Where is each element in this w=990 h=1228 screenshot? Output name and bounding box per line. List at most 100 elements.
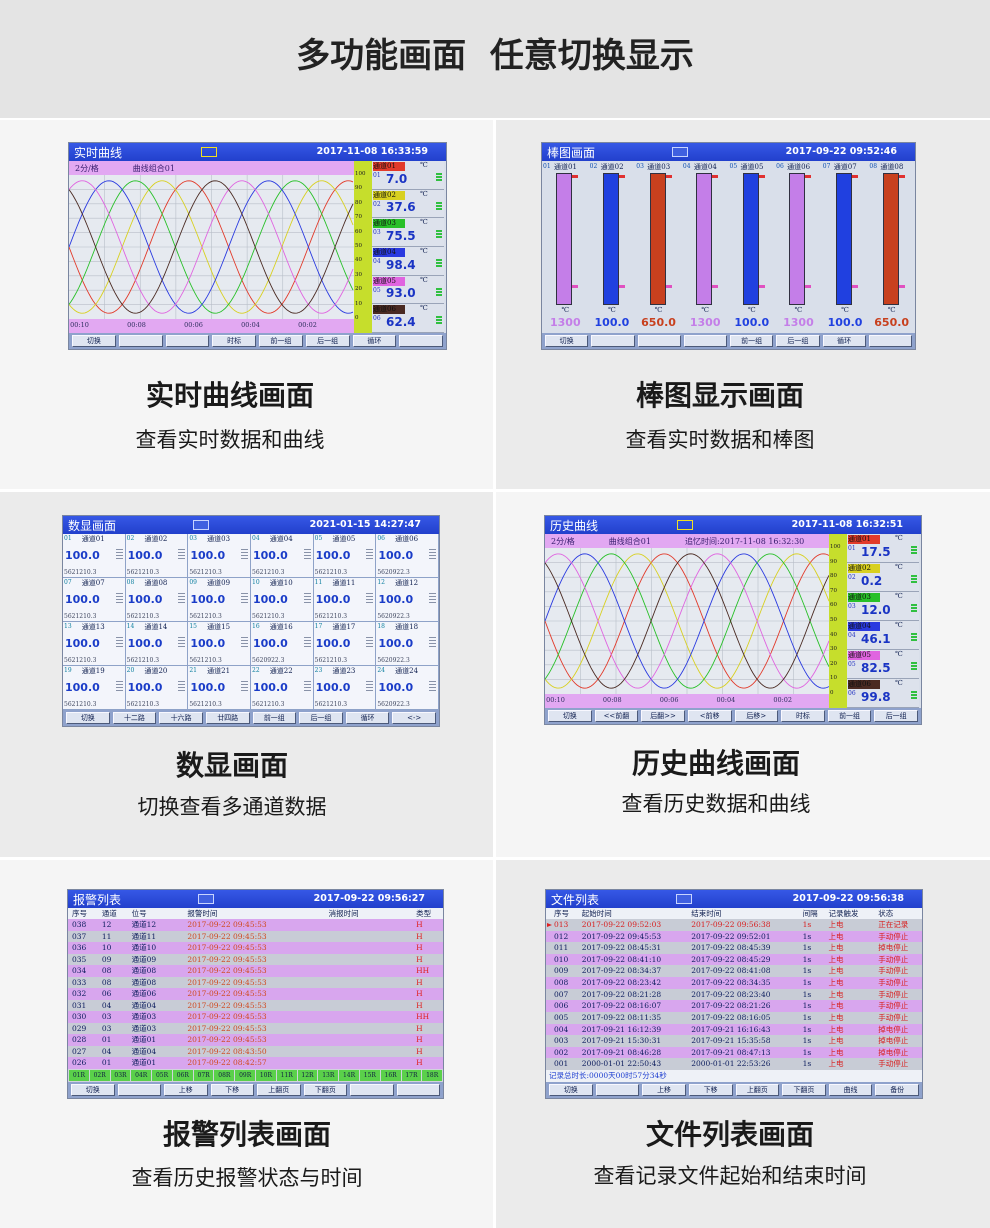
table-cell: 2017-09-22 09:45:53	[581, 931, 662, 941]
scale-label: 60	[830, 602, 837, 609]
bar-num: 06	[776, 163, 784, 170]
soft-button: 后一组	[776, 335, 820, 347]
scale-label: 60	[355, 228, 362, 235]
soft-button: 十二路	[112, 712, 157, 724]
cell-name: 通道18	[395, 623, 419, 631]
bar-value: 100.0	[594, 316, 630, 329]
table-cell: 手动停止	[878, 1059, 909, 1069]
table-cell: 2017-09-22 09:45:53	[187, 1000, 267, 1010]
curve	[545, 553, 829, 689]
table-cell: 2017-09-22 09:45:53	[187, 1023, 267, 1033]
device-screen: 棒图画面 2017-09-22 09:52:46 01 通道01 ℃ 1300 02 通道02…	[541, 142, 916, 350]
bar-name: 通道07	[833, 163, 857, 171]
code-strip: 01R 02R 03R 04R 05R 06R 07R 08R 09R 10R 11R 12R 13R 1…	[68, 1069, 443, 1082]
soft-button: <->	[392, 712, 436, 724]
scale-label: 10	[355, 300, 362, 307]
cell-name: 通道20	[144, 667, 168, 675]
cell-total: 5621210.3	[189, 701, 222, 708]
table-cell: 01	[101, 1035, 112, 1045]
table-row: 037 11 通道11 2017-09-22 09:45:53 H	[68, 930, 443, 943]
bar-name: 通道03	[647, 163, 671, 171]
soft-button	[165, 335, 210, 347]
panel-caption: 历史曲线画面	[631, 747, 800, 780]
screen-title: 数显画面	[68, 519, 117, 533]
table-cell: 032	[71, 989, 87, 999]
table-cell: 1s	[802, 989, 812, 999]
table-cell: 通道11	[131, 931, 157, 941]
header-cell: 起始时间	[581, 909, 612, 918]
table-cell: 2017-09-22 08:16:05	[691, 1012, 771, 1022]
panel-subtitle: 查看实时数据和曲线	[135, 428, 325, 452]
panel-caption: 文件列表画面	[645, 1118, 814, 1151]
indicator	[436, 207, 442, 210]
table-cell: 01	[101, 1058, 112, 1068]
indicator	[366, 684, 374, 686]
soft-button: 前一组	[252, 712, 297, 724]
cell-total: 5621210.3	[64, 569, 97, 576]
channel: 通道06 ℃ 06 62.4	[372, 304, 444, 333]
bar	[789, 173, 806, 305]
cell: 15 通道15 100.0 5621210.3	[188, 622, 251, 666]
channel-unit: ℃	[420, 218, 428, 227]
header-cell: 位号	[131, 909, 147, 918]
indicator	[240, 549, 248, 551]
bar-marker	[665, 285, 672, 288]
scale-label: 10	[830, 675, 837, 682]
indicator	[366, 558, 374, 560]
soft-button	[868, 335, 912, 347]
cell-num: 14	[126, 623, 135, 630]
table-cell: 03	[101, 1023, 112, 1033]
channel-unit: ℃	[420, 161, 428, 169]
bar-unit: ℃	[654, 306, 663, 314]
panel-caption: 棒图显示画面	[635, 379, 804, 412]
channel-value: 12.0	[861, 603, 891, 617]
soft-button	[350, 1084, 394, 1096]
screen-time: 2017-11-08 16:32:51	[791, 519, 903, 530]
table-row: 036 10 通道10 2017-09-22 09:45:53 H	[68, 942, 443, 954]
scale-label: 100	[830, 544, 841, 550]
cell-name: 通道08	[144, 579, 168, 587]
table-cell: 上电	[828, 931, 844, 941]
device-screen: 文件列表 2017-09-22 09:56:38 序号 起始时间 结束时间 间隔 记录触发 状…	[545, 889, 923, 1099]
indicator	[428, 640, 436, 642]
code-cell: 16R	[380, 1070, 401, 1081]
table-cell: 上电	[828, 966, 844, 976]
cell: 13 通道13 100.0 5621210.3	[63, 622, 126, 666]
indicator	[911, 552, 917, 554]
soft-button: 前一组	[259, 335, 303, 347]
channel: 通道01 ℃ 01 17.5	[847, 534, 919, 563]
table-cell: 手动停止	[878, 966, 909, 976]
cell-total: 5621210.3	[126, 701, 160, 708]
table-cell: 手动停止	[878, 978, 909, 988]
scale-label: 30	[355, 271, 362, 278]
cell-total: 5620922.3	[377, 613, 410, 620]
cell-value: 100.0	[127, 592, 163, 606]
table-cell: 手动停止	[878, 954, 909, 964]
bar-marker	[805, 285, 812, 288]
cell-name: 通道17	[332, 623, 356, 631]
table-cell: 2000-01-01 22:53:26	[691, 1059, 771, 1069]
table-cell: 027	[71, 1046, 87, 1056]
channel-value: 82.5	[861, 661, 891, 675]
panel-subtitle: 切换查看多通道数据	[137, 795, 327, 819]
cell-total: 5621210.3	[64, 613, 97, 620]
table-cell: 掉电停止	[878, 1024, 909, 1034]
cell-num: 02	[126, 535, 135, 542]
bar-name: 通道01	[554, 163, 577, 171]
indicator	[178, 637, 186, 639]
indicator	[366, 552, 374, 554]
bar-unit: ℃	[747, 306, 756, 314]
indicator	[240, 602, 248, 604]
bar-value: 100.0	[734, 316, 770, 329]
title-icon	[193, 520, 209, 530]
indicator	[428, 681, 436, 683]
code-cell: 03R	[110, 1070, 131, 1081]
cell-total: 5621210.3	[314, 613, 348, 620]
indicator	[303, 637, 311, 639]
title-bar: 文件列表 2017-09-22 09:56:38	[546, 890, 922, 908]
soft-button: 前一组	[730, 335, 774, 347]
code-cell: 04R	[131, 1070, 152, 1081]
table-cell: 012	[553, 931, 569, 941]
channel-value: 37.6	[386, 200, 416, 215]
cell-num: 21	[189, 667, 197, 674]
